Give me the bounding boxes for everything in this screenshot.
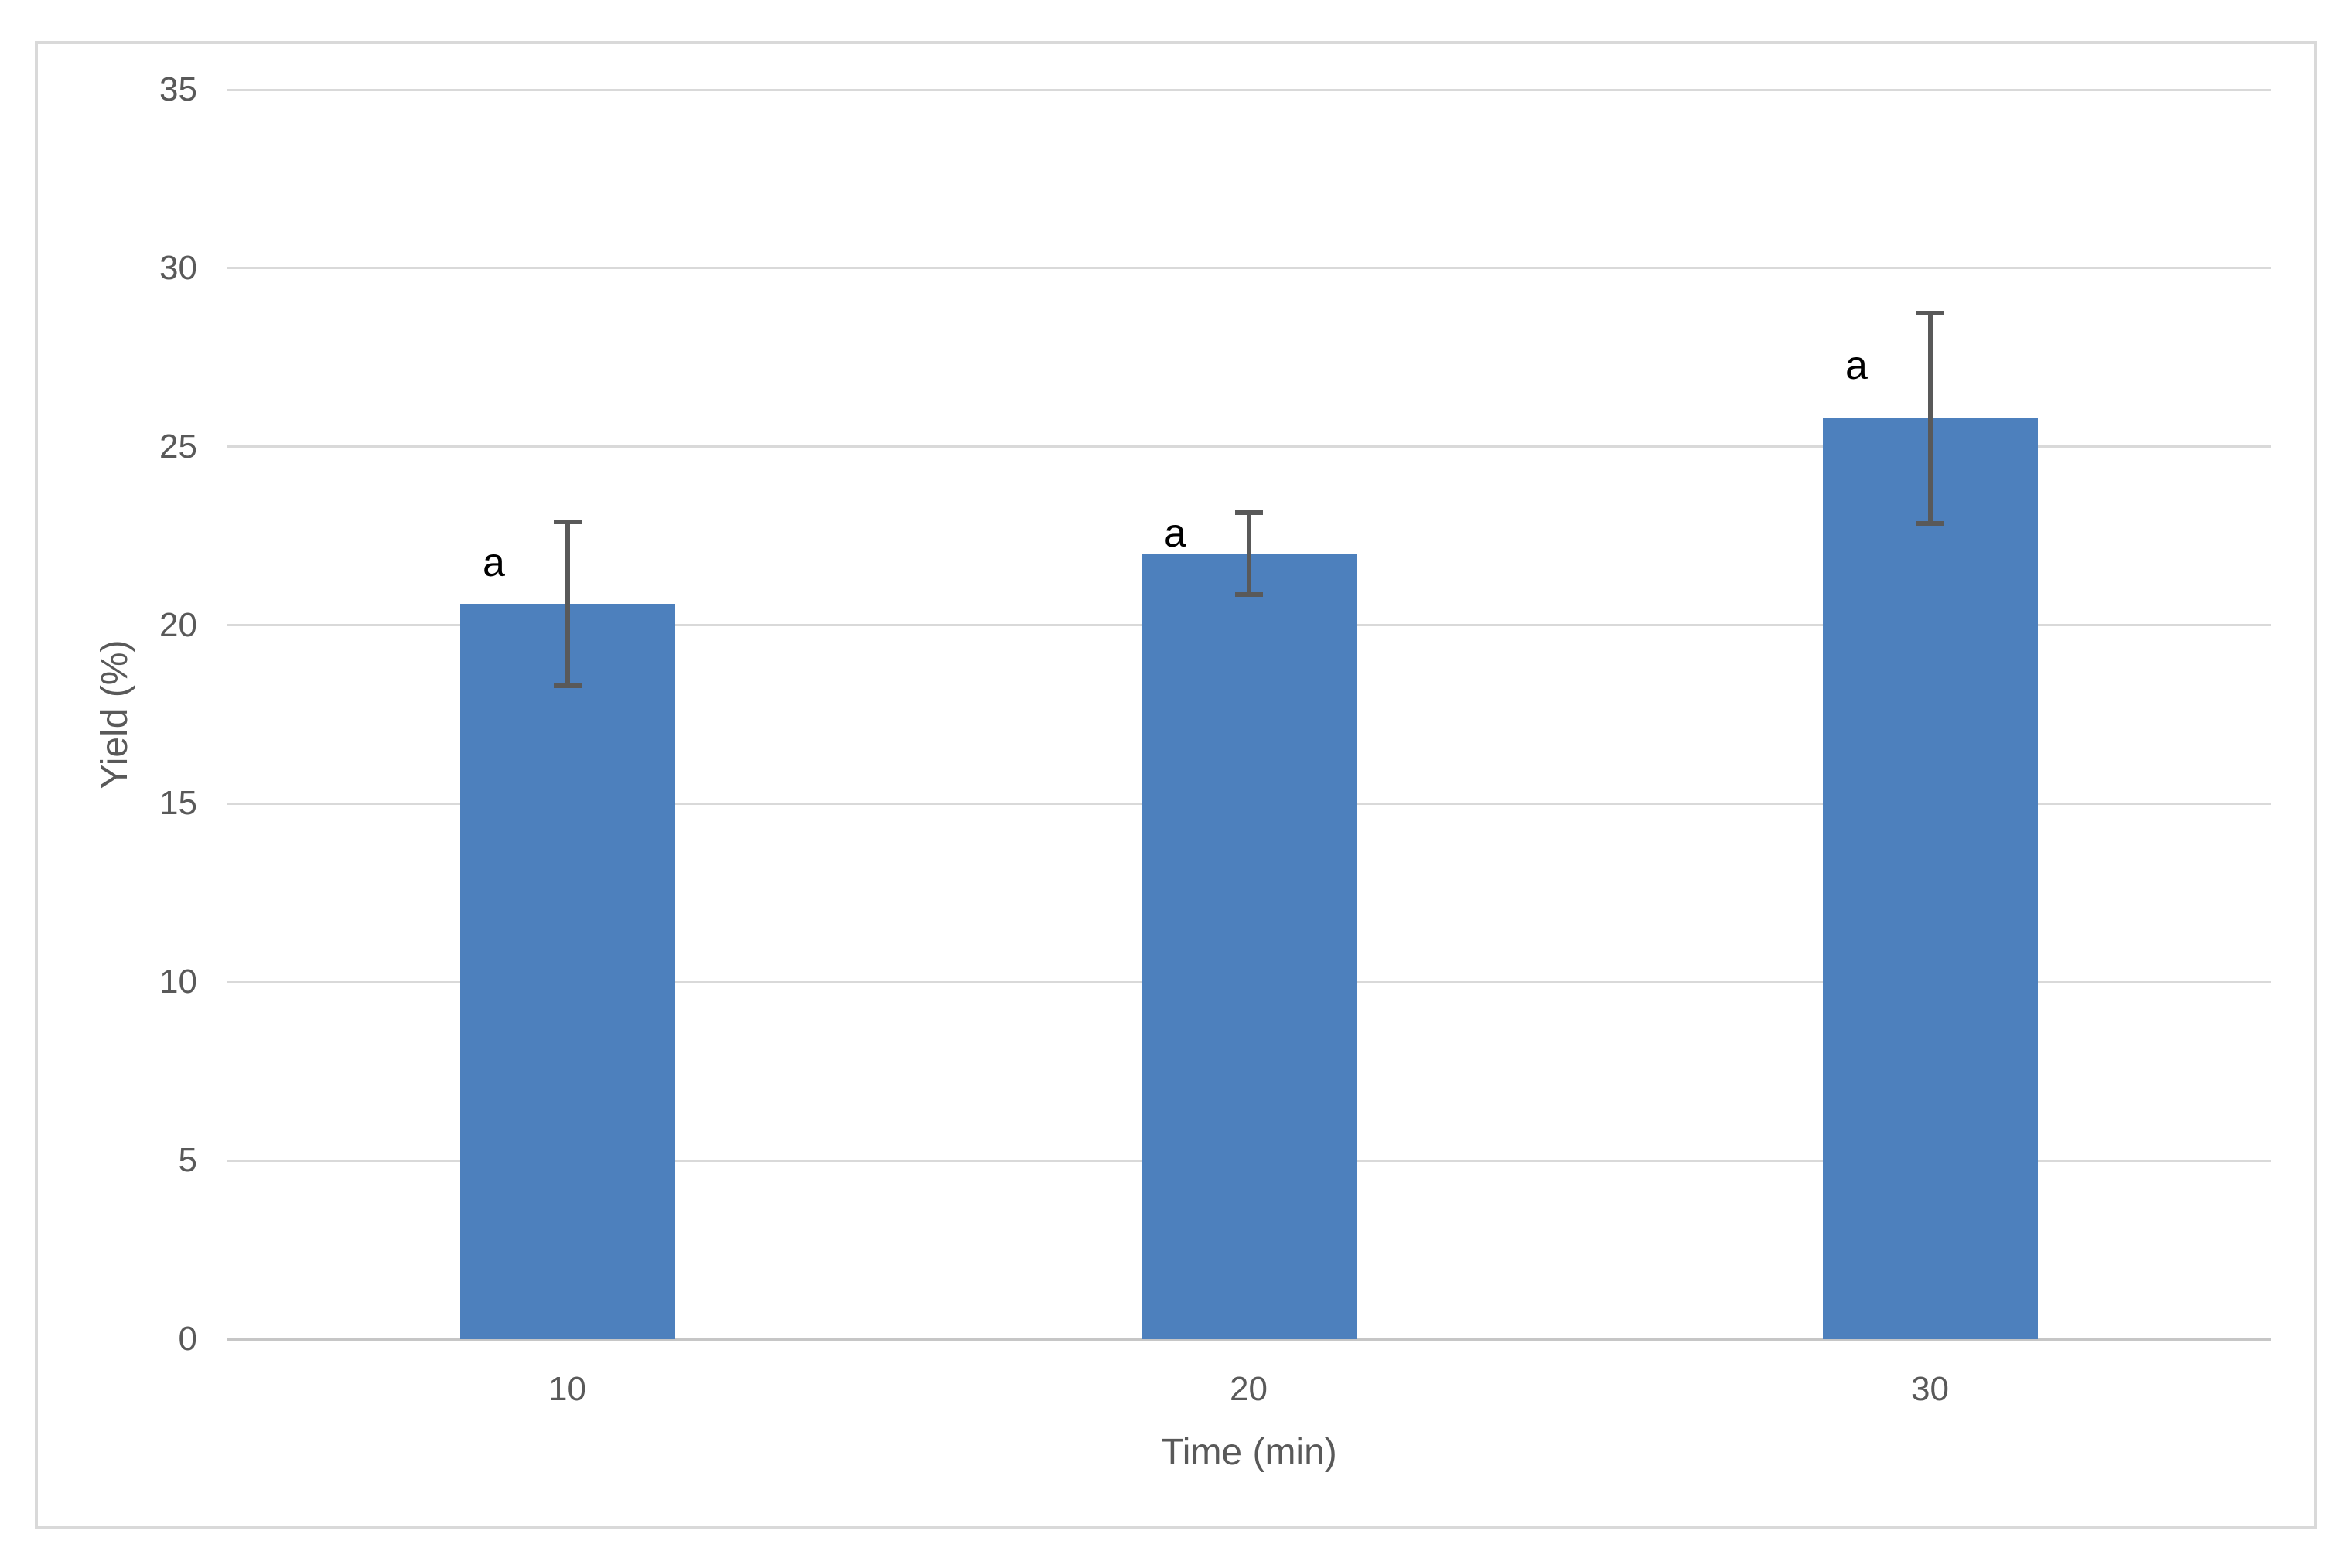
x-category-label: 30: [1911, 1370, 1949, 1408]
y-tick-label: 25: [159, 427, 197, 465]
y-tick-label: 30: [159, 248, 197, 287]
y-tick-label: 5: [178, 1141, 197, 1180]
gridline: [227, 88, 2271, 91]
plot-area: a a a: [227, 88, 2271, 1341]
error-bar-cap: [1916, 520, 1944, 526]
error-bar-cap: [1234, 510, 1263, 516]
x-axis-title: Time (min): [1161, 1432, 1337, 1473]
y-tick-label: 20: [159, 605, 197, 644]
y-tick-label: 10: [159, 963, 197, 1001]
error-bar-cap: [1234, 592, 1263, 598]
y-tick-label: 0: [178, 1320, 197, 1358]
significance-letter: a: [1164, 510, 1186, 556]
significance-letter: a: [1845, 343, 1868, 388]
error-bar-line: [1246, 513, 1251, 595]
error-bar-cap: [553, 519, 582, 524]
error-bar-cap: [553, 683, 582, 689]
gridline: [227, 445, 2271, 448]
error-bar-line: [1927, 312, 1933, 523]
bar: [1822, 418, 2038, 1339]
x-category-label: 10: [548, 1370, 586, 1408]
y-axis-title: Yield (%): [94, 639, 135, 789]
y-tick-label: 35: [159, 70, 197, 108]
bar: [1141, 554, 1357, 1339]
y-tick-label: 15: [159, 784, 197, 823]
error-bar-cap: [1916, 310, 1944, 315]
x-category-label: 20: [1230, 1370, 1268, 1408]
x-axis-line: [227, 1338, 2271, 1341]
significance-letter: a: [483, 540, 505, 585]
error-bar-line: [565, 521, 570, 687]
bar: [459, 603, 675, 1339]
gridline: [227, 267, 2271, 270]
